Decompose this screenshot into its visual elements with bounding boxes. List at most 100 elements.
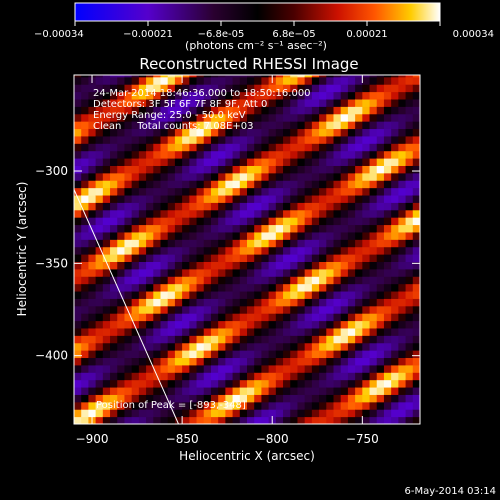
heatmap-cell — [355, 165, 363, 174]
heatmap-cell — [232, 180, 241, 189]
heatmap-cell — [117, 357, 125, 366]
heatmap-cell — [138, 113, 147, 122]
heatmap-cell — [369, 327, 378, 336]
heatmap-cell — [326, 143, 334, 152]
heatmap-cell — [311, 261, 320, 270]
heatmap-cell — [297, 106, 306, 115]
heatmap-cell — [88, 135, 97, 144]
heatmap-cell — [290, 195, 298, 203]
heatmap-cell — [398, 106, 407, 115]
heatmap-cell — [160, 357, 169, 366]
heatmap-cell — [218, 209, 226, 218]
heatmap-cell — [326, 180, 334, 189]
heatmap-cell — [247, 195, 255, 203]
heatmap-cell — [124, 217, 133, 226]
heatmap-cell — [146, 195, 154, 203]
heatmap-cell — [225, 276, 234, 285]
heatmap-cell — [326, 320, 334, 329]
heatmap-cell — [81, 187, 89, 196]
heatmap-cell — [405, 135, 414, 144]
heatmap-cell — [398, 357, 407, 366]
heatmap-cell — [340, 91, 349, 100]
heatmap-cell — [74, 209, 82, 218]
heatmap-cell — [254, 128, 262, 137]
heatmap-cell — [297, 357, 306, 366]
heatmap-cell — [153, 195, 161, 203]
heatmap-cell — [261, 135, 270, 144]
heatmap-cell — [290, 335, 298, 344]
heatmap-cell — [232, 91, 241, 100]
heatmap-cell — [182, 246, 190, 255]
heatmap-cell — [174, 261, 183, 270]
heatmap-cell — [247, 327, 255, 336]
heatmap-cell — [391, 320, 399, 329]
heatmap-cell — [362, 172, 371, 181]
heatmap-cell — [326, 313, 334, 322]
heatmap-cell — [225, 84, 234, 93]
heatmap-cell — [254, 172, 262, 181]
heatmap-cell — [95, 327, 104, 336]
heatmap-cell — [261, 276, 270, 285]
heatmap-cell — [210, 276, 219, 285]
heatmap-cell — [203, 394, 212, 403]
heatmap-cell — [153, 135, 161, 144]
heatmap-cell — [369, 121, 378, 130]
heatmap-cell — [319, 357, 327, 366]
heatmap-cell — [275, 387, 284, 395]
heatmap-cell — [362, 224, 371, 233]
heatmap-cell — [398, 327, 407, 336]
heatmap-cell — [239, 75, 248, 78]
heatmap-cell — [355, 195, 363, 203]
heatmap-cell — [247, 305, 255, 314]
heatmap-cell — [153, 231, 161, 240]
heatmap-cell — [232, 313, 241, 322]
heatmap-cell — [110, 291, 118, 299]
heatmap-cell — [210, 195, 219, 203]
footer-date: 6-May-2014 03:14 — [404, 486, 496, 497]
heatmap-cell — [347, 224, 356, 233]
heatmap-cell — [88, 342, 97, 351]
heatmap-cell — [412, 335, 420, 344]
heatmap-cell — [239, 372, 248, 381]
heatmap-cell — [74, 357, 82, 366]
heatmap-cell — [160, 84, 169, 93]
heatmap-cell — [311, 231, 320, 240]
heatmap-cell — [369, 75, 378, 78]
heatmap-cell — [167, 76, 176, 85]
heatmap-cell — [189, 254, 198, 263]
heatmap-cell — [131, 239, 140, 248]
heatmap-cell — [362, 394, 371, 403]
heatmap-cell — [117, 180, 125, 189]
heatmap-cell — [283, 357, 291, 366]
heatmap-cell — [355, 254, 363, 263]
heatmap-cell — [124, 128, 133, 137]
heatmap-cell — [110, 379, 118, 388]
heatmap-cell — [138, 394, 147, 403]
heatmap-cell — [146, 291, 154, 299]
heatmap-cell — [261, 239, 270, 248]
heatmap-cell — [347, 416, 356, 424]
heatmap-cell — [102, 327, 111, 336]
heatmap-cell — [203, 372, 212, 381]
heatmap-cell — [124, 387, 133, 395]
heatmap-cell — [167, 239, 176, 248]
heatmap-cell — [254, 298, 262, 307]
heatmap-cell — [412, 379, 420, 388]
heatmap-cell — [174, 84, 183, 93]
heatmap-cell — [174, 268, 183, 277]
heatmap-cell — [102, 387, 111, 395]
heatmap-cell — [74, 254, 82, 263]
heatmap-cell — [218, 180, 226, 189]
heatmap-cell — [383, 209, 392, 218]
heatmap-cell — [405, 172, 414, 181]
heatmap-cell — [290, 150, 298, 159]
heatmap-cell — [110, 327, 118, 336]
heatmap-cell — [355, 231, 363, 240]
heatmap-cell — [239, 172, 248, 181]
heatmap-cell — [182, 180, 190, 189]
heatmap-cell — [275, 231, 284, 240]
heatmap-cell — [146, 387, 154, 395]
heatmap-cell — [369, 209, 378, 218]
heatmap-cell — [405, 254, 414, 263]
heatmap-cell — [326, 246, 334, 255]
